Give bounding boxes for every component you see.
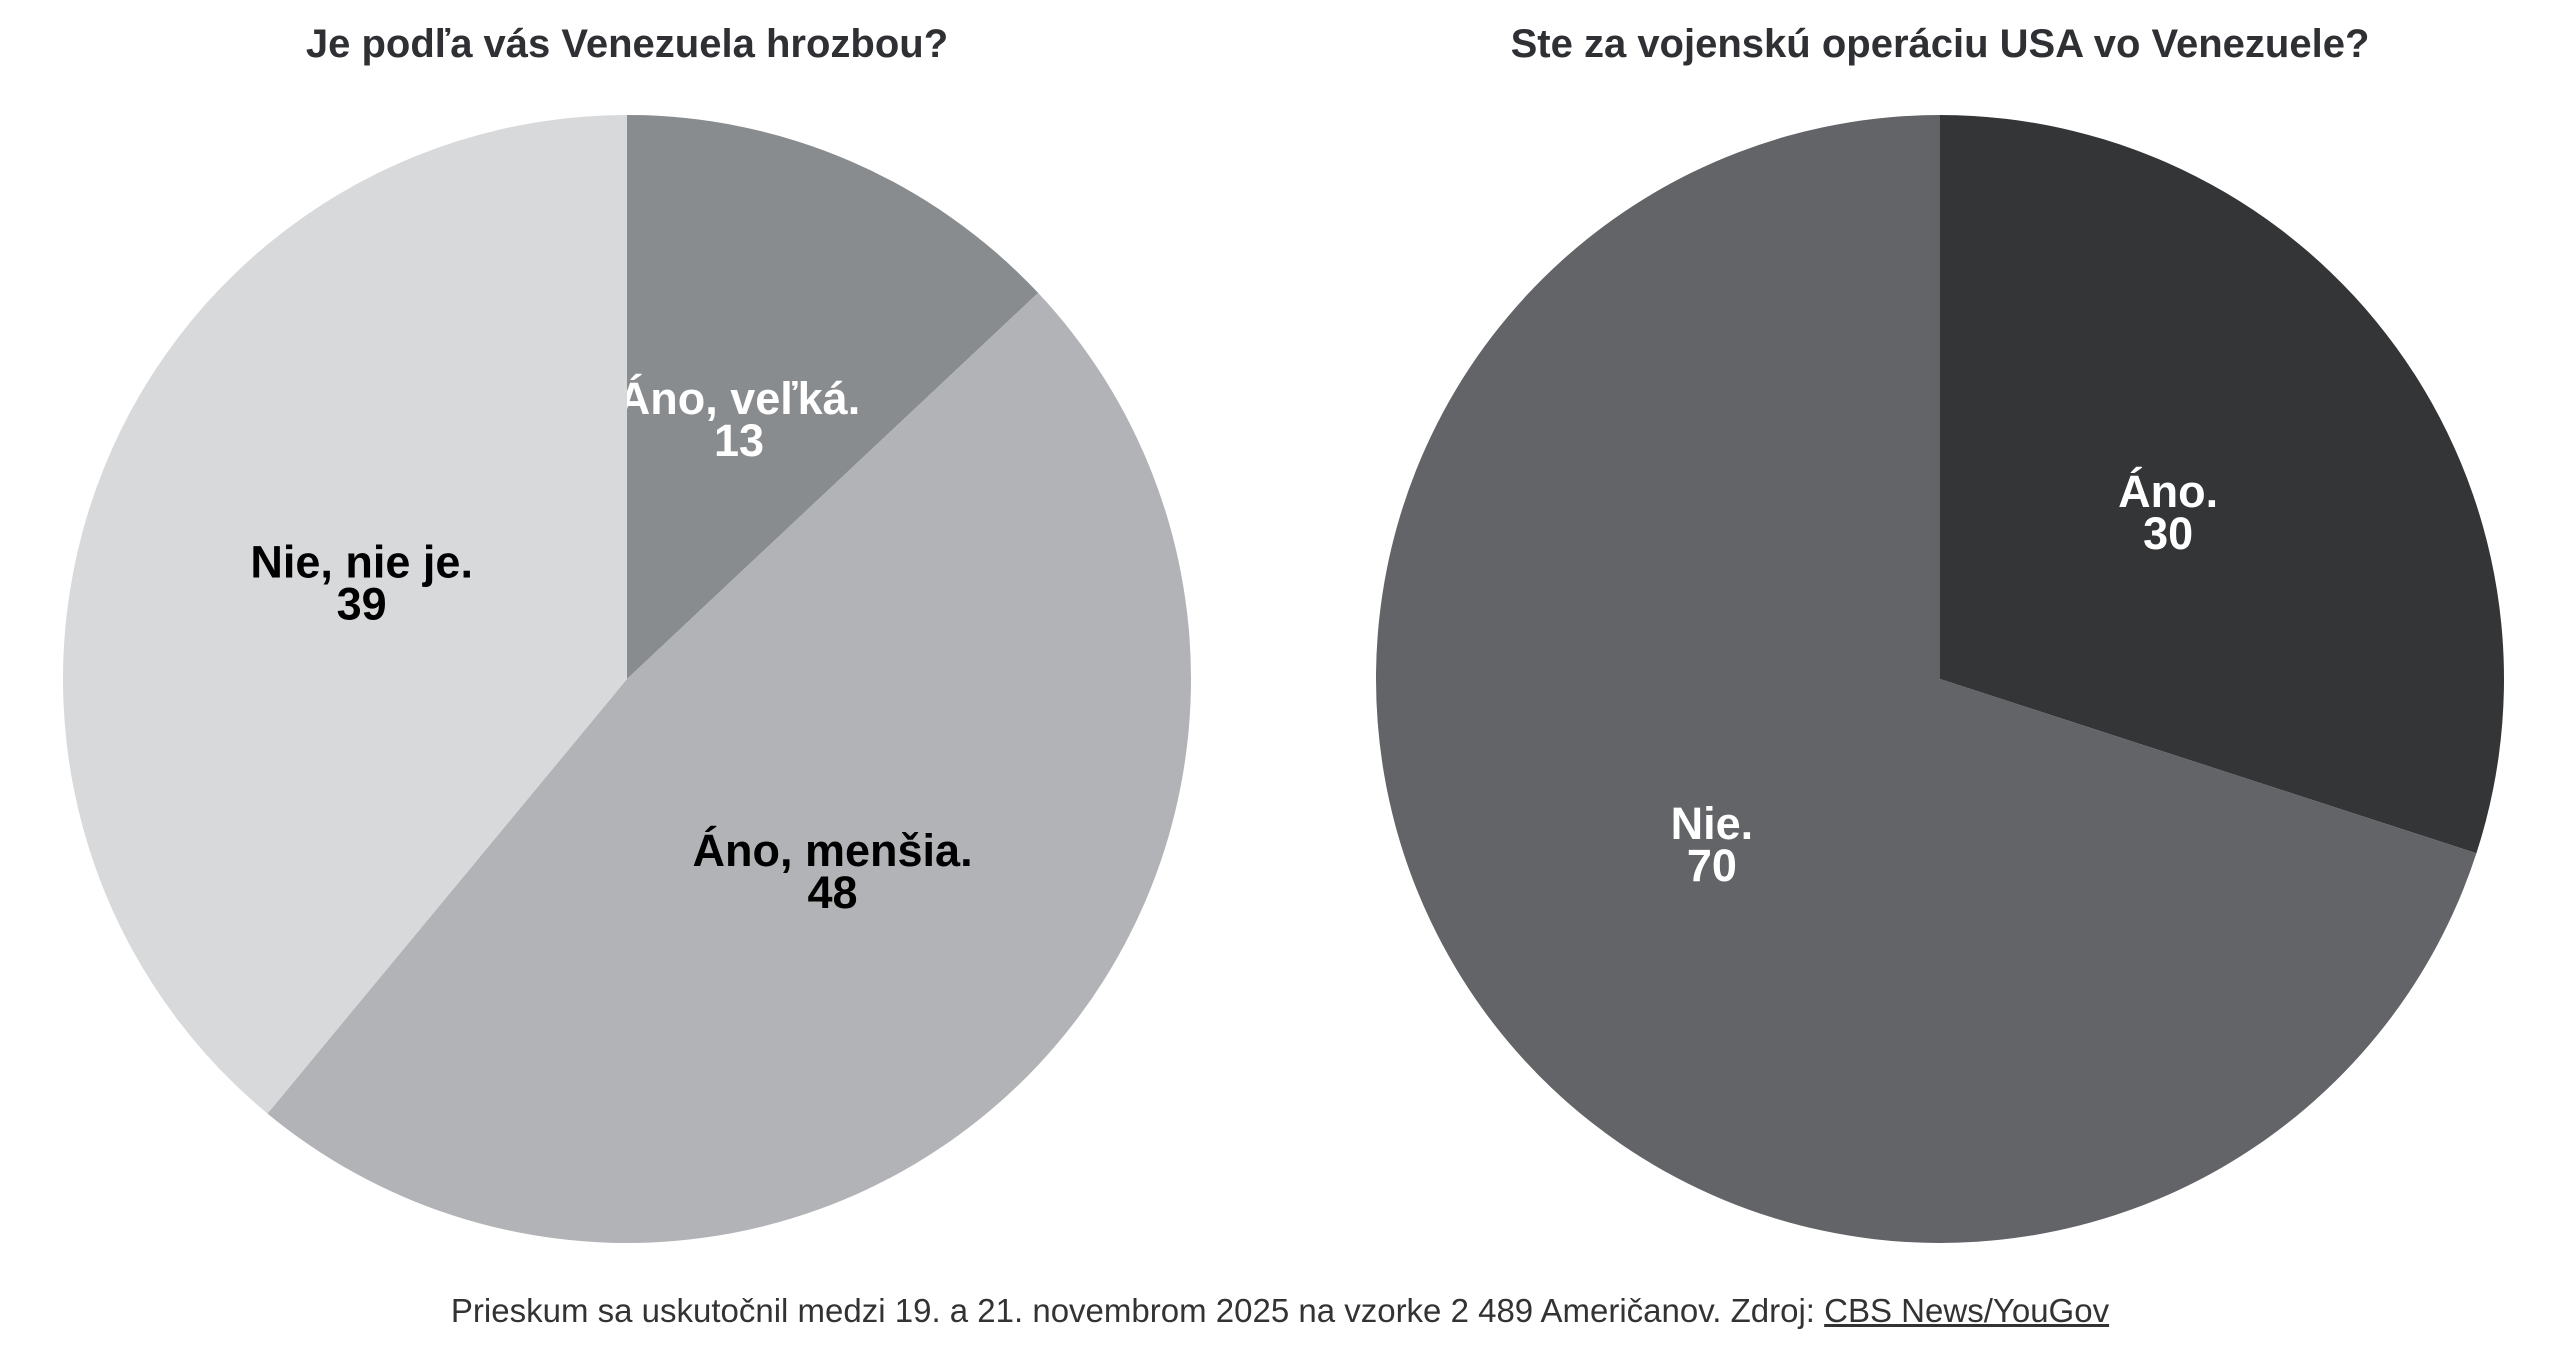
pie-1-slice-2 bbox=[267, 292, 1191, 1243]
pie-2-slice-2-label: Nie. bbox=[1671, 798, 1754, 849]
footer-text: Prieskum sa uskutočnil medzi 19. a 21. n… bbox=[450, 1292, 1825, 1329]
pie-1-slice-2-value: 48 bbox=[808, 867, 858, 918]
pie-1-slice-3-value: 39 bbox=[337, 578, 387, 629]
pie-1-slice-3-label: Nie, nie je. bbox=[250, 536, 473, 587]
pie-1-slice-3 bbox=[63, 115, 627, 1114]
source-link[interactable]: CBS News/YouGov bbox=[1824, 1292, 2110, 1329]
pie-1-slice-1 bbox=[627, 115, 1039, 679]
pie-2-slice-1 bbox=[1940, 115, 2505, 854]
pie-1-title: Je podľa vás Venezuela hrozbou? bbox=[305, 22, 949, 66]
pie-2-slice-1-label: Áno. bbox=[2118, 466, 2218, 517]
pie-2-slice-2 bbox=[1376, 115, 2477, 1244]
pie-2-slice-2-value: 70 bbox=[1687, 840, 1737, 891]
footer-note: Prieskum sa uskutočnil medzi 19. a 21. n… bbox=[0, 1292, 2560, 1330]
pie-2-title: Ste za vojenskú operáciu USA vo Venezuel… bbox=[1510, 22, 2370, 66]
pie-1-slice-1-label: Áno, veľká. bbox=[618, 373, 860, 424]
pie-1-slice-2-label: Áno, menšia. bbox=[693, 825, 973, 876]
pie-2-slice-1-value: 30 bbox=[2143, 508, 2193, 559]
pie-1-slice-1-value: 13 bbox=[714, 415, 764, 466]
